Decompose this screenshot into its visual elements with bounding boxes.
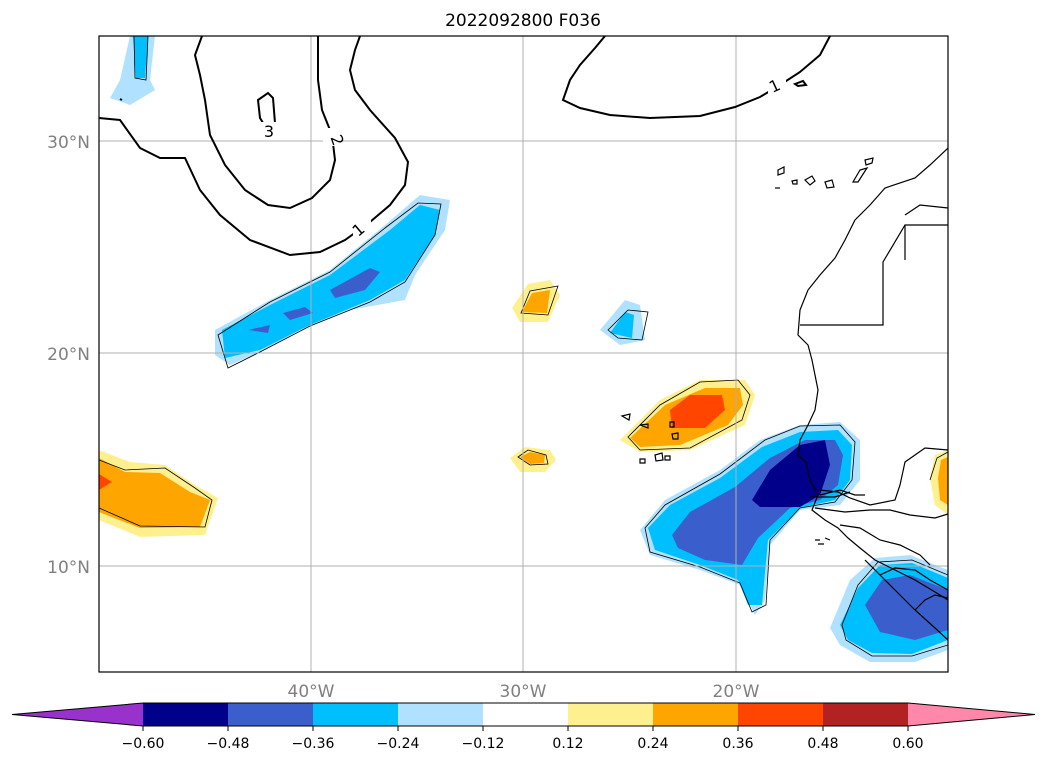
canary-island-5 xyxy=(824,179,835,189)
border-guineabissau xyxy=(814,507,948,519)
blue-patch-topleft-inner xyxy=(133,36,148,78)
capeverde-island-7 xyxy=(664,455,671,461)
colorbar-tick-label: −0.24 xyxy=(377,736,420,752)
border-mauritania-senegal xyxy=(819,447,948,506)
colorbar-bin xyxy=(653,703,738,726)
orange-patch-rightedge-inner xyxy=(938,457,948,505)
outline-blue-africa xyxy=(644,424,856,613)
canary-island-7 xyxy=(864,157,874,166)
colorbar-tick-label: 0.12 xyxy=(552,736,583,752)
colorbar-bin xyxy=(483,703,568,726)
canary-island-1 xyxy=(777,166,785,176)
colorbar: −0.60 −0.48 −0.36 −0.24 −0.12 0.12 0.24 0.36 0.4… xyxy=(11,702,1036,752)
colorbar-tick-label: 0.24 xyxy=(637,736,668,752)
colorbar-tick-label: 0.60 xyxy=(892,736,923,752)
contour-1-left xyxy=(99,36,410,257)
orange-patch-17n-inner xyxy=(670,395,725,428)
contour-1-topright xyxy=(561,36,831,120)
lat-label-10n: 10°N xyxy=(47,558,90,578)
colorbar-tick-label: −0.12 xyxy=(462,736,505,752)
outline-blue-bottomright xyxy=(841,559,948,657)
label-bg-3 xyxy=(260,122,278,140)
lon-label-30w: 30°W xyxy=(500,682,547,702)
contour-2 xyxy=(193,36,337,210)
border-gambia xyxy=(810,491,851,498)
colorbar-bin xyxy=(823,703,908,726)
colorbar-tick-label: 0.48 xyxy=(807,736,838,752)
blue-streak-inner1 xyxy=(330,268,380,298)
outline-topleft xyxy=(133,36,149,81)
outline-orange-left xyxy=(99,459,213,528)
map-content: 3 2 1 1 xyxy=(99,36,948,672)
colorbar-tick-label: −0.60 xyxy=(122,736,165,752)
capeverde-island-4 xyxy=(671,432,679,440)
colorbar-bin xyxy=(143,703,228,726)
shading-outlines xyxy=(99,36,948,657)
orange-patch-22n-inner xyxy=(522,290,550,313)
blue-streak-inner2 xyxy=(283,307,313,320)
africa-coast-south xyxy=(864,559,948,641)
colorbar-extend-low xyxy=(12,703,143,726)
label-bg-2 xyxy=(323,128,341,146)
bijagos-islands xyxy=(815,537,831,545)
capeverde-island-6 xyxy=(654,452,664,462)
africa-coastline xyxy=(797,147,948,601)
lon-label-20w: 20°W xyxy=(713,682,760,702)
blue-streak-mid xyxy=(222,205,440,358)
outline-blue-streak xyxy=(217,202,442,369)
outline-orange-22n xyxy=(520,285,559,316)
lon-label-40w: 40°W xyxy=(288,682,335,702)
shading-patches xyxy=(99,36,948,662)
contour-1-smallloop xyxy=(792,79,808,88)
colorbar-bin xyxy=(228,703,313,726)
orange-patch-left-mid xyxy=(99,458,210,528)
canary-island-3 xyxy=(791,179,798,185)
border-guinea xyxy=(839,524,931,566)
border-ivorycoast xyxy=(914,594,948,611)
colorbar-extend-high xyxy=(908,703,1035,726)
map-frame xyxy=(98,35,949,673)
blue-patch-bottomright-inner xyxy=(865,575,948,640)
colorbar-bin xyxy=(568,703,653,726)
contour-small-dot xyxy=(119,98,123,101)
border-spain-north xyxy=(904,204,948,216)
colorbar-bin xyxy=(313,703,398,726)
colorbar-tick-label: −0.36 xyxy=(292,736,335,752)
outline-orange-rightedge xyxy=(929,451,948,481)
colorbar-tick-label: 0.36 xyxy=(722,736,753,752)
border-westernsahara xyxy=(800,224,948,326)
label-bg-1b xyxy=(768,77,786,95)
outline-blue-21n xyxy=(607,309,649,341)
blue-streak-inner3 xyxy=(248,325,270,333)
coastlines xyxy=(620,147,948,641)
lat-label-20n: 20°N xyxy=(47,345,90,365)
canary-island-4 xyxy=(804,175,816,186)
outline-orange-15n xyxy=(517,449,549,466)
label-bg-1a xyxy=(353,220,371,238)
capeverde-island-5 xyxy=(639,458,646,464)
lat-label-30n: 30°N xyxy=(47,133,90,153)
blue-patch-21n-inner xyxy=(610,312,634,338)
colorbar-tick-label: −0.48 xyxy=(207,736,250,752)
colorbar-bin xyxy=(738,703,823,726)
capeverde-island-2 xyxy=(639,423,649,429)
canary-island-6 xyxy=(851,166,869,183)
capeverde-island-3 xyxy=(669,421,675,428)
contour-label-3: 3 xyxy=(264,122,274,141)
map-title: 2022092800 F036 xyxy=(445,11,601,31)
yellow-patch-15n-inner xyxy=(520,452,545,464)
capeverde-island-1 xyxy=(620,413,631,421)
blue-patch-africa-core xyxy=(752,440,830,507)
graticule xyxy=(99,36,948,672)
orange-patch-left-inner xyxy=(99,474,112,490)
outline-orange-17n xyxy=(627,379,751,451)
border-sierraleone xyxy=(879,567,948,591)
colorbar-bin xyxy=(398,703,483,726)
